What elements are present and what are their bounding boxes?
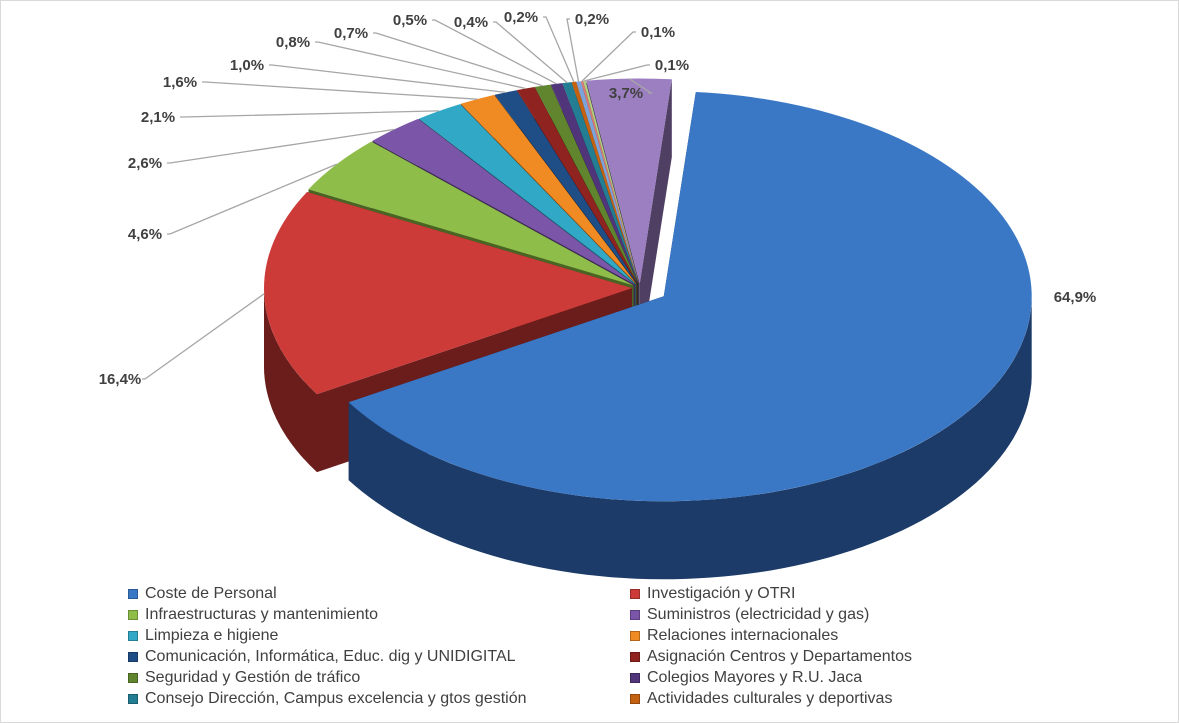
leader-lines bbox=[142, 16, 654, 380]
legend-label-7: Asignación Centros y Departamentos bbox=[647, 647, 913, 665]
legend-item-10: Consejo Dirección, Campus excelencia y g… bbox=[128, 688, 630, 709]
legend-swatch-6 bbox=[128, 651, 138, 662]
data-label-2: 4,6% bbox=[128, 226, 162, 243]
legend-swatch-11 bbox=[630, 693, 640, 704]
pie-side-1 bbox=[264, 288, 317, 473]
pie-slice-11 bbox=[571, 81, 639, 284]
legend-item-11: Actividades culturales y deportivas bbox=[630, 688, 948, 709]
leader-line-6 bbox=[269, 64, 506, 94]
data-label-4: 2,1% bbox=[141, 109, 175, 126]
pie-slice-7 bbox=[516, 87, 638, 284]
data-label-12: 0,2% bbox=[575, 11, 609, 28]
legend-swatch-4 bbox=[128, 630, 138, 641]
leader-line-4 bbox=[180, 110, 440, 118]
legend-swatch-9 bbox=[630, 672, 640, 683]
leader-line-12 bbox=[566, 18, 580, 82]
leader-line-5 bbox=[202, 81, 478, 100]
leader-line-2 bbox=[167, 163, 338, 235]
pie-tops bbox=[264, 78, 1032, 502]
pie-slice-2 bbox=[308, 141, 634, 286]
leader-line-9 bbox=[432, 19, 557, 85]
legend-label-1: Investigación y OTRI bbox=[647, 584, 796, 602]
leader-line-11 bbox=[543, 16, 575, 83]
data-label-5: 1,6% bbox=[163, 74, 197, 91]
legend-swatch-5 bbox=[630, 630, 640, 641]
legend-item-2: Infraestructuras y mantenimiento bbox=[128, 604, 630, 625]
legend-item-5: Relaciones internacionales bbox=[630, 625, 948, 646]
pie-slice-14 bbox=[583, 80, 639, 284]
pie-slice-10 bbox=[562, 82, 639, 284]
leader-line-14 bbox=[584, 64, 650, 82]
data-label-11: 0,2% bbox=[504, 9, 538, 26]
data-label-13: 0,1% bbox=[641, 24, 675, 41]
legend-swatch-7 bbox=[630, 651, 640, 662]
legend-label-8: Seguridad y Gestión de tráfico bbox=[145, 668, 361, 686]
data-label-6: 1,0% bbox=[230, 57, 264, 74]
legend-item-9: Colegios Mayores y R.U. Jaca bbox=[630, 667, 948, 688]
legend-item-8: Seguridad y Gestión de tráfico bbox=[128, 667, 630, 688]
legend-item-6: Comunicación, Informática, Educ. dig y U… bbox=[128, 646, 630, 667]
pie-slice-9 bbox=[550, 83, 639, 284]
data-label-14: 0,1% bbox=[655, 57, 689, 74]
legend-label-5: Relaciones internacionales bbox=[647, 626, 839, 644]
data-label-3: 2,6% bbox=[128, 155, 162, 172]
pie-slice-13 bbox=[580, 81, 639, 284]
legend-label-4: Limpieza e higiene bbox=[145, 626, 279, 644]
pie-slice-6 bbox=[494, 90, 638, 284]
legend-label-10: Consejo Dirección, Campus excelencia y g… bbox=[145, 689, 527, 707]
legend-label-11: Actividades culturales y deportivas bbox=[647, 689, 893, 707]
legend-swatch-8 bbox=[128, 672, 138, 683]
pie-side-0 bbox=[348, 298, 1032, 580]
data-label-7: 0,8% bbox=[276, 34, 310, 51]
data-label-9: 0,5% bbox=[393, 12, 427, 29]
leader-line-10 bbox=[493, 21, 568, 83]
leader-line-8 bbox=[373, 32, 543, 87]
leader-line-1 bbox=[142, 293, 265, 380]
legend-item-7: Asignación Centros y Departamentos bbox=[630, 646, 948, 667]
legend-label-6: Comunicación, Informática, Educ. dig y U… bbox=[145, 647, 516, 665]
legend-swatch-0 bbox=[128, 588, 138, 599]
leader-line-3 bbox=[167, 128, 395, 164]
leader-line-13 bbox=[581, 31, 636, 82]
pie-slice-15 bbox=[586, 78, 672, 284]
legend-swatch-10 bbox=[128, 693, 138, 704]
legend-item-1: Investigación y OTRI bbox=[630, 583, 948, 604]
pie-wall-15-1 bbox=[639, 79, 672, 362]
legend-swatch-1 bbox=[630, 588, 640, 599]
legend-label-0: Coste de Personal bbox=[145, 584, 277, 602]
legend-swatch-3 bbox=[630, 609, 640, 620]
leader-line-7 bbox=[315, 41, 526, 90]
pie-slice-0 bbox=[348, 92, 1032, 502]
legend-label-2: Infraestructuras y mantenimiento bbox=[145, 605, 378, 623]
pie-slice-1 bbox=[264, 192, 632, 395]
pie-slice-3 bbox=[372, 118, 635, 285]
legend-item-3: Suministros (electricidad y gas) bbox=[630, 604, 948, 625]
legend: Coste de Personal Investigación y OTRI Inf… bbox=[128, 583, 948, 709]
data-label-15: 3,7% bbox=[609, 85, 643, 102]
pie-slice-4 bbox=[419, 104, 636, 285]
pie-slice-5 bbox=[460, 94, 637, 285]
data-label-10: 0,4% bbox=[454, 14, 488, 31]
data-labels: 64,9% 16,4% 4,6% 2,6% 2,1% 1,6% 1,0% 0,8% 0,7% 0,… bbox=[99, 9, 1097, 388]
leader-line-15 bbox=[628, 78, 654, 94]
legend-item-0: Coste de Personal bbox=[128, 583, 630, 604]
data-label-0: 64,9% bbox=[1054, 289, 1097, 306]
data-label-1: 16,4% bbox=[99, 371, 142, 388]
legend-swatch-2 bbox=[128, 609, 138, 620]
data-label-8: 0,7% bbox=[334, 25, 368, 42]
pie-slice-8 bbox=[534, 84, 638, 284]
legend-item-4: Limpieza e higiene bbox=[128, 625, 630, 646]
legend-label-3: Suministros (electricidad y gas) bbox=[647, 605, 870, 623]
legend-label-9: Colegios Mayores y R.U. Jaca bbox=[647, 668, 863, 686]
pie-slice-12 bbox=[576, 81, 639, 284]
